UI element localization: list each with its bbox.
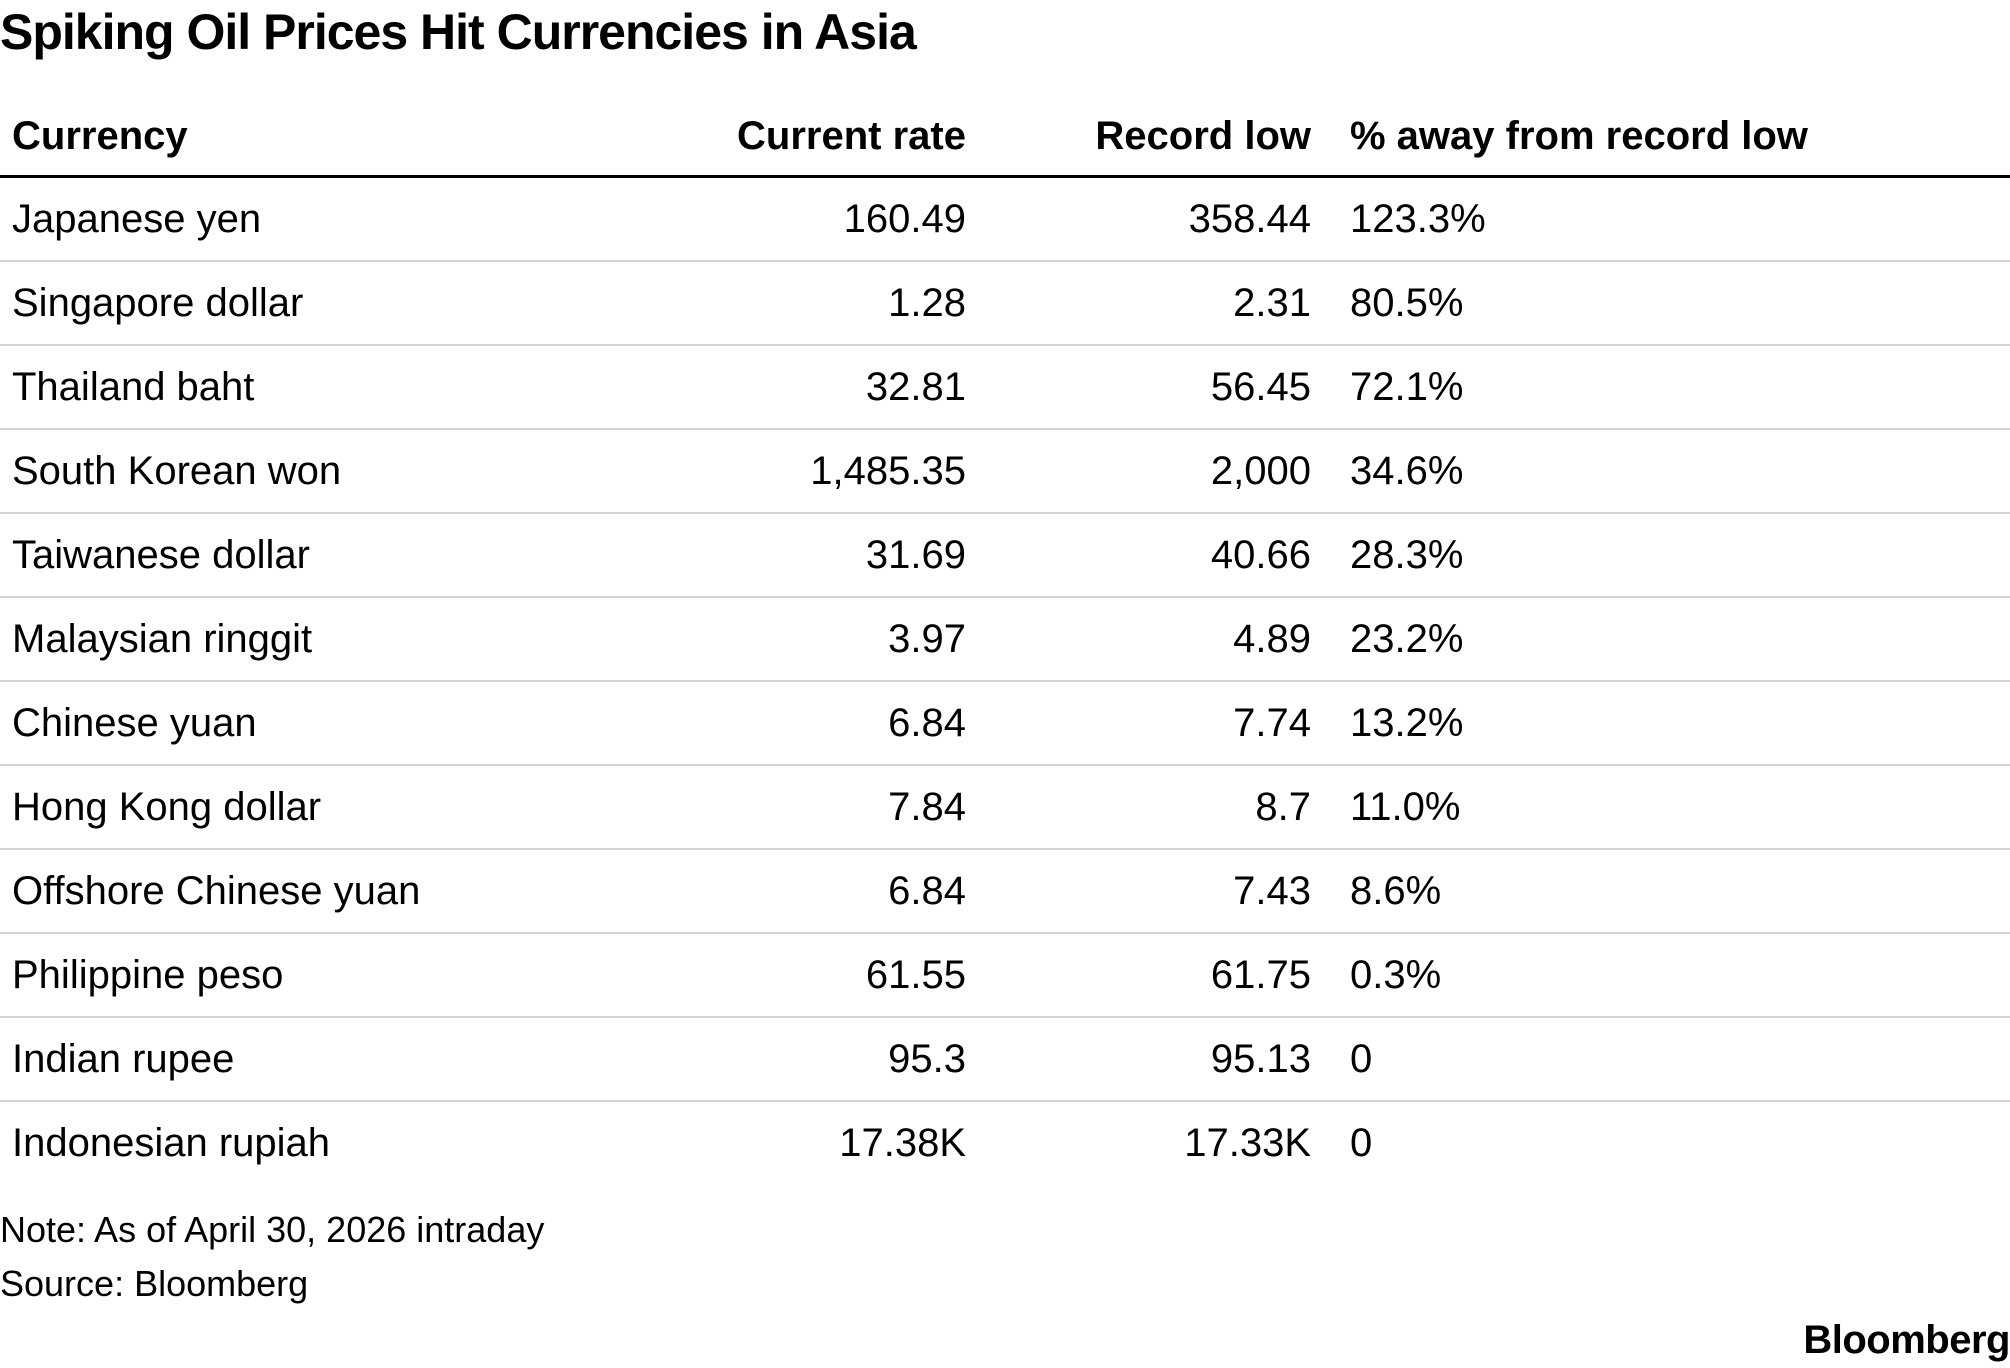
cell-pct-away: 0 [1350,1120,1373,1165]
cell-current-rate: 1,485.35 [625,429,970,514]
cell-pct-away: 34.6% [1315,429,2010,514]
cell-currency: Hong Kong dollar [0,765,625,850]
cell-pct-away: 23.2% [1315,597,2010,682]
table-row: Philippine peso 61.55 61.75 0.3% [0,933,2010,1018]
chart-title: Spiking Oil Prices Hit Currencies in Asi… [0,4,917,60]
column-header-record-low: Record low [970,98,1315,178]
cell-current-rate: 95.3 [625,1017,970,1102]
cell-currency: Taiwanese dollar [0,513,625,598]
cell-currency: Thailand baht [0,345,625,430]
cell-current-rate: 3.97 [625,597,970,682]
cell-currency: Malaysian ringgit [0,597,625,682]
bloomberg-logo: Bloomberg [1803,1318,2010,1362]
cell-current-rate: 61.55 [625,933,970,1018]
table-row: Offshore Chinese yuan 6.84 7.43 8.6% [0,849,2010,934]
cell-pct-away: 8.6% [1315,849,2010,934]
cell-current-rate: 6.84 [625,681,970,766]
cell-currency: Indonesian rupiah [12,1120,331,1165]
table-row: Thailand baht 32.81 56.45 72.1% [0,345,2010,430]
cell-currency: Philippine peso [0,933,625,1018]
table-row: Singapore dollar 1.28 2.31 80.5% [0,261,2010,346]
cell-record-low: 7.43 [970,849,1315,934]
cell-currency: Singapore dollar [0,261,625,346]
cell-record-low: 61.75 [970,933,1315,1018]
table-row: Chinese yuan 6.84 7.74 13.2% [0,681,2010,766]
header-row: Currency Current rate Record low % away … [0,98,2010,178]
cell-record-low: 2,000 [970,429,1315,514]
cell-current-rate: 160.49 [625,176,970,262]
cell-current-rate: 7.84 [625,765,970,850]
column-header-currency: Currency [0,98,625,178]
cell-currency: Chinese yuan [0,681,625,766]
cell-pct-away: 0 [1315,1017,2010,1102]
cell-record-low: 17.33K [1184,1120,1311,1165]
footnote: Note: As of April 30, 2026 intraday [0,1209,545,1250]
cell-record-low: 2.31 [970,261,1315,346]
cell-currency: Japanese yen [0,176,625,262]
currency-table: Currency Current rate Record low % away … [0,98,2010,1184]
cell-pct-away: 0.3% [1315,933,2010,1018]
cell-pct-away: 80.5% [1315,261,2010,346]
cell-pct-away: 28.3% [1315,513,2010,598]
table-row: Malaysian ringgit 3.97 4.89 23.2% [0,597,2010,682]
table-row: Hong Kong dollar 7.84 8.7 11.0% [0,765,2010,850]
cell-record-low: 8.7 [970,765,1315,850]
cell-currency: South Korean won [0,429,625,514]
cell-currency: Indian rupee [0,1017,625,1102]
table-row: Indian rupee 95.3 95.13 0 [0,1017,2010,1102]
cell-record-low: 7.74 [970,681,1315,766]
cell-record-low: 56.45 [970,345,1315,430]
column-header-current-rate: Current rate [625,98,970,178]
column-header-pct-away: % away from record low [1315,98,2010,178]
table-row: Taiwanese dollar 31.69 40.66 28.3% [0,513,2010,598]
cell-current-rate: 32.81 [625,345,970,430]
cell-record-low: 4.89 [970,597,1315,682]
cell-record-low: 95.13 [970,1017,1315,1102]
cell-current-rate: 1.28 [625,261,970,346]
cell-currency: Offshore Chinese yuan [0,849,625,934]
cell-pct-away: 13.2% [1315,681,2010,766]
table-row: South Korean won 1,485.35 2,000 34.6% [0,429,2010,514]
source-line: Source: Bloomberg [0,1263,309,1304]
cell-record-low: 358.44 [970,176,1315,262]
cell-pct-away: 123.3% [1315,176,2010,262]
cell-current-rate: 17.38K [839,1120,966,1165]
table-header: Currency Current rate Record low % away … [0,98,2010,178]
cell-current-rate: 31.69 [625,513,970,598]
table-row: Indonesian rupiah 17.38K 17.33K 0 [0,1101,2010,1184]
cell-current-rate: 6.84 [625,849,970,934]
table-body: Japanese yen 160.49 358.44 123.3% Singap… [0,176,2010,1185]
cell-record-low: 40.66 [970,513,1315,598]
table-row: Japanese yen 160.49 358.44 123.3% [0,176,2010,262]
cell-pct-away: 72.1% [1315,345,2010,430]
cell-pct-away: 11.0% [1315,765,2010,850]
